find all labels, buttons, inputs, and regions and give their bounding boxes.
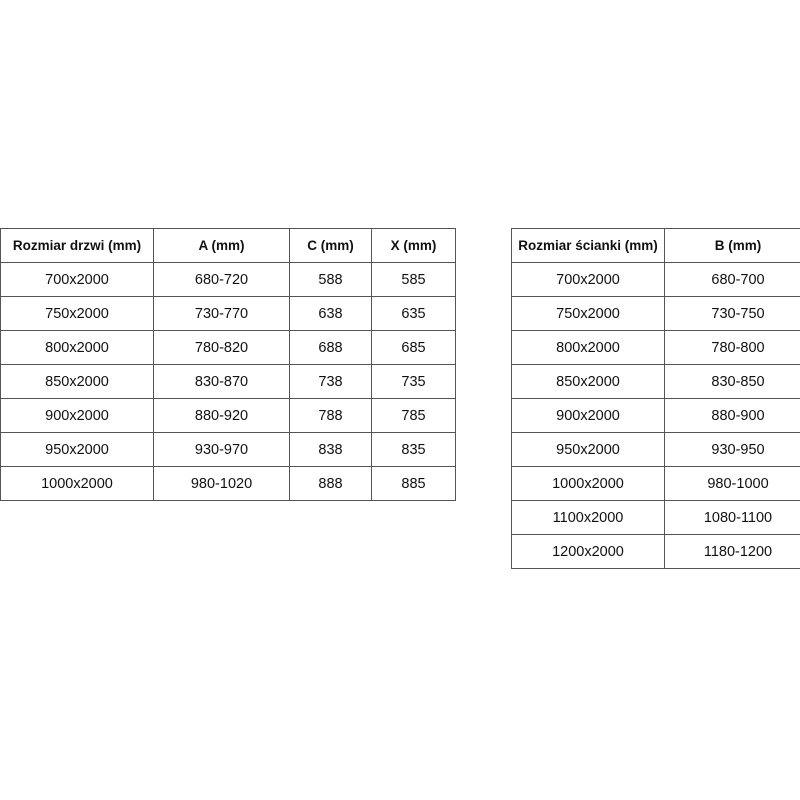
table-cell: 838 xyxy=(289,432,372,467)
table-cell: 750x2000 xyxy=(0,296,154,331)
table-row: 1200x2000 1180-1200 xyxy=(511,534,800,569)
table-cell: 800x2000 xyxy=(0,330,154,365)
table-cell: 688 xyxy=(289,330,372,365)
table-header-row: Rozmiar drzwi (mm) A (mm) C (mm) X (mm) xyxy=(0,228,456,263)
table-row: 1100x2000 1080-1100 xyxy=(511,500,800,535)
table-cell: 980-1020 xyxy=(153,466,290,501)
column-header: C (mm) xyxy=(289,228,372,263)
table-cell: 1200x2000 xyxy=(511,534,665,569)
table-cell: 850x2000 xyxy=(0,364,154,399)
column-header: Rozmiar ścianki (mm) xyxy=(511,228,665,263)
table-cell: 900x2000 xyxy=(511,398,665,433)
column-header: Rozmiar drzwi (mm) xyxy=(0,228,154,263)
table-cell: 680-720 xyxy=(153,262,290,297)
table-cell: 1100x2000 xyxy=(511,500,665,535)
column-header: X (mm) xyxy=(371,228,456,263)
table-cell: 685 xyxy=(371,330,456,365)
table-cell: 1000x2000 xyxy=(511,466,665,501)
table-cell: 880-920 xyxy=(153,398,290,433)
table-cell: 930-950 xyxy=(664,432,800,467)
table-cell: 635 xyxy=(371,296,456,331)
table-cell: 738 xyxy=(289,364,372,399)
table-row: 850x2000 830-870 738 735 xyxy=(0,364,456,399)
table-row: 800x2000 780-800 xyxy=(511,330,800,365)
table-cell: 750x2000 xyxy=(511,296,665,331)
table-cell: 980-1000 xyxy=(664,466,800,501)
table-cell: 730-750 xyxy=(664,296,800,331)
table-cell: 888 xyxy=(289,466,372,501)
table-cell: 850x2000 xyxy=(511,364,665,399)
table-cell: 835 xyxy=(371,432,456,467)
table-row: 900x2000 880-920 788 785 xyxy=(0,398,456,433)
table-cell: 885 xyxy=(371,466,456,501)
table-cell: 930-970 xyxy=(153,432,290,467)
table-cell: 700x2000 xyxy=(0,262,154,297)
table-cell: 830-870 xyxy=(153,364,290,399)
table-row: 750x2000 730-770 638 635 xyxy=(0,296,456,331)
table-cell: 830-850 xyxy=(664,364,800,399)
table-cell: 638 xyxy=(289,296,372,331)
table-cell: 788 xyxy=(289,398,372,433)
table-row: 1000x2000 980-1000 xyxy=(511,466,800,501)
table-row: 700x2000 680-700 xyxy=(511,262,800,297)
table-cell: 1080-1100 xyxy=(664,500,800,535)
table-cell: 1000x2000 xyxy=(0,466,154,501)
table-cell: 588 xyxy=(289,262,372,297)
table-cell: 950x2000 xyxy=(0,432,154,467)
table-cell: 780-820 xyxy=(153,330,290,365)
table-cell: 785 xyxy=(371,398,456,433)
table-row: 700x2000 680-720 588 585 xyxy=(0,262,456,297)
column-header: B (mm) xyxy=(664,228,800,263)
table-row: 1000x2000 980-1020 888 885 xyxy=(0,466,456,501)
table-row: 950x2000 930-950 xyxy=(511,432,800,467)
table-cell: 780-800 xyxy=(664,330,800,365)
table-cell: 950x2000 xyxy=(511,432,665,467)
table-cell: 680-700 xyxy=(664,262,800,297)
table-cell: 900x2000 xyxy=(0,398,154,433)
column-header: A (mm) xyxy=(153,228,290,263)
table-header-row: Rozmiar ścianki (mm) B (mm) xyxy=(511,228,800,263)
table-row: 850x2000 830-850 xyxy=(511,364,800,399)
table-cell: 1180-1200 xyxy=(664,534,800,569)
table-cell: 730-770 xyxy=(153,296,290,331)
table-cell: 735 xyxy=(371,364,456,399)
table-row: 950x2000 930-970 838 835 xyxy=(0,432,456,467)
table-cell: 585 xyxy=(371,262,456,297)
table-cell: 880-900 xyxy=(664,398,800,433)
door-size-table: Rozmiar drzwi (mm) A (mm) C (mm) X (mm) 700… xyxy=(0,228,456,501)
table-cell: 700x2000 xyxy=(511,262,665,297)
table-row: 750x2000 730-750 xyxy=(511,296,800,331)
table-row: 800x2000 780-820 688 685 xyxy=(0,330,456,365)
wall-size-table: Rozmiar ścianki (mm) B (mm) 700x2000 680-7… xyxy=(511,228,800,569)
table-row: 900x2000 880-900 xyxy=(511,398,800,433)
table-cell: 800x2000 xyxy=(511,330,665,365)
